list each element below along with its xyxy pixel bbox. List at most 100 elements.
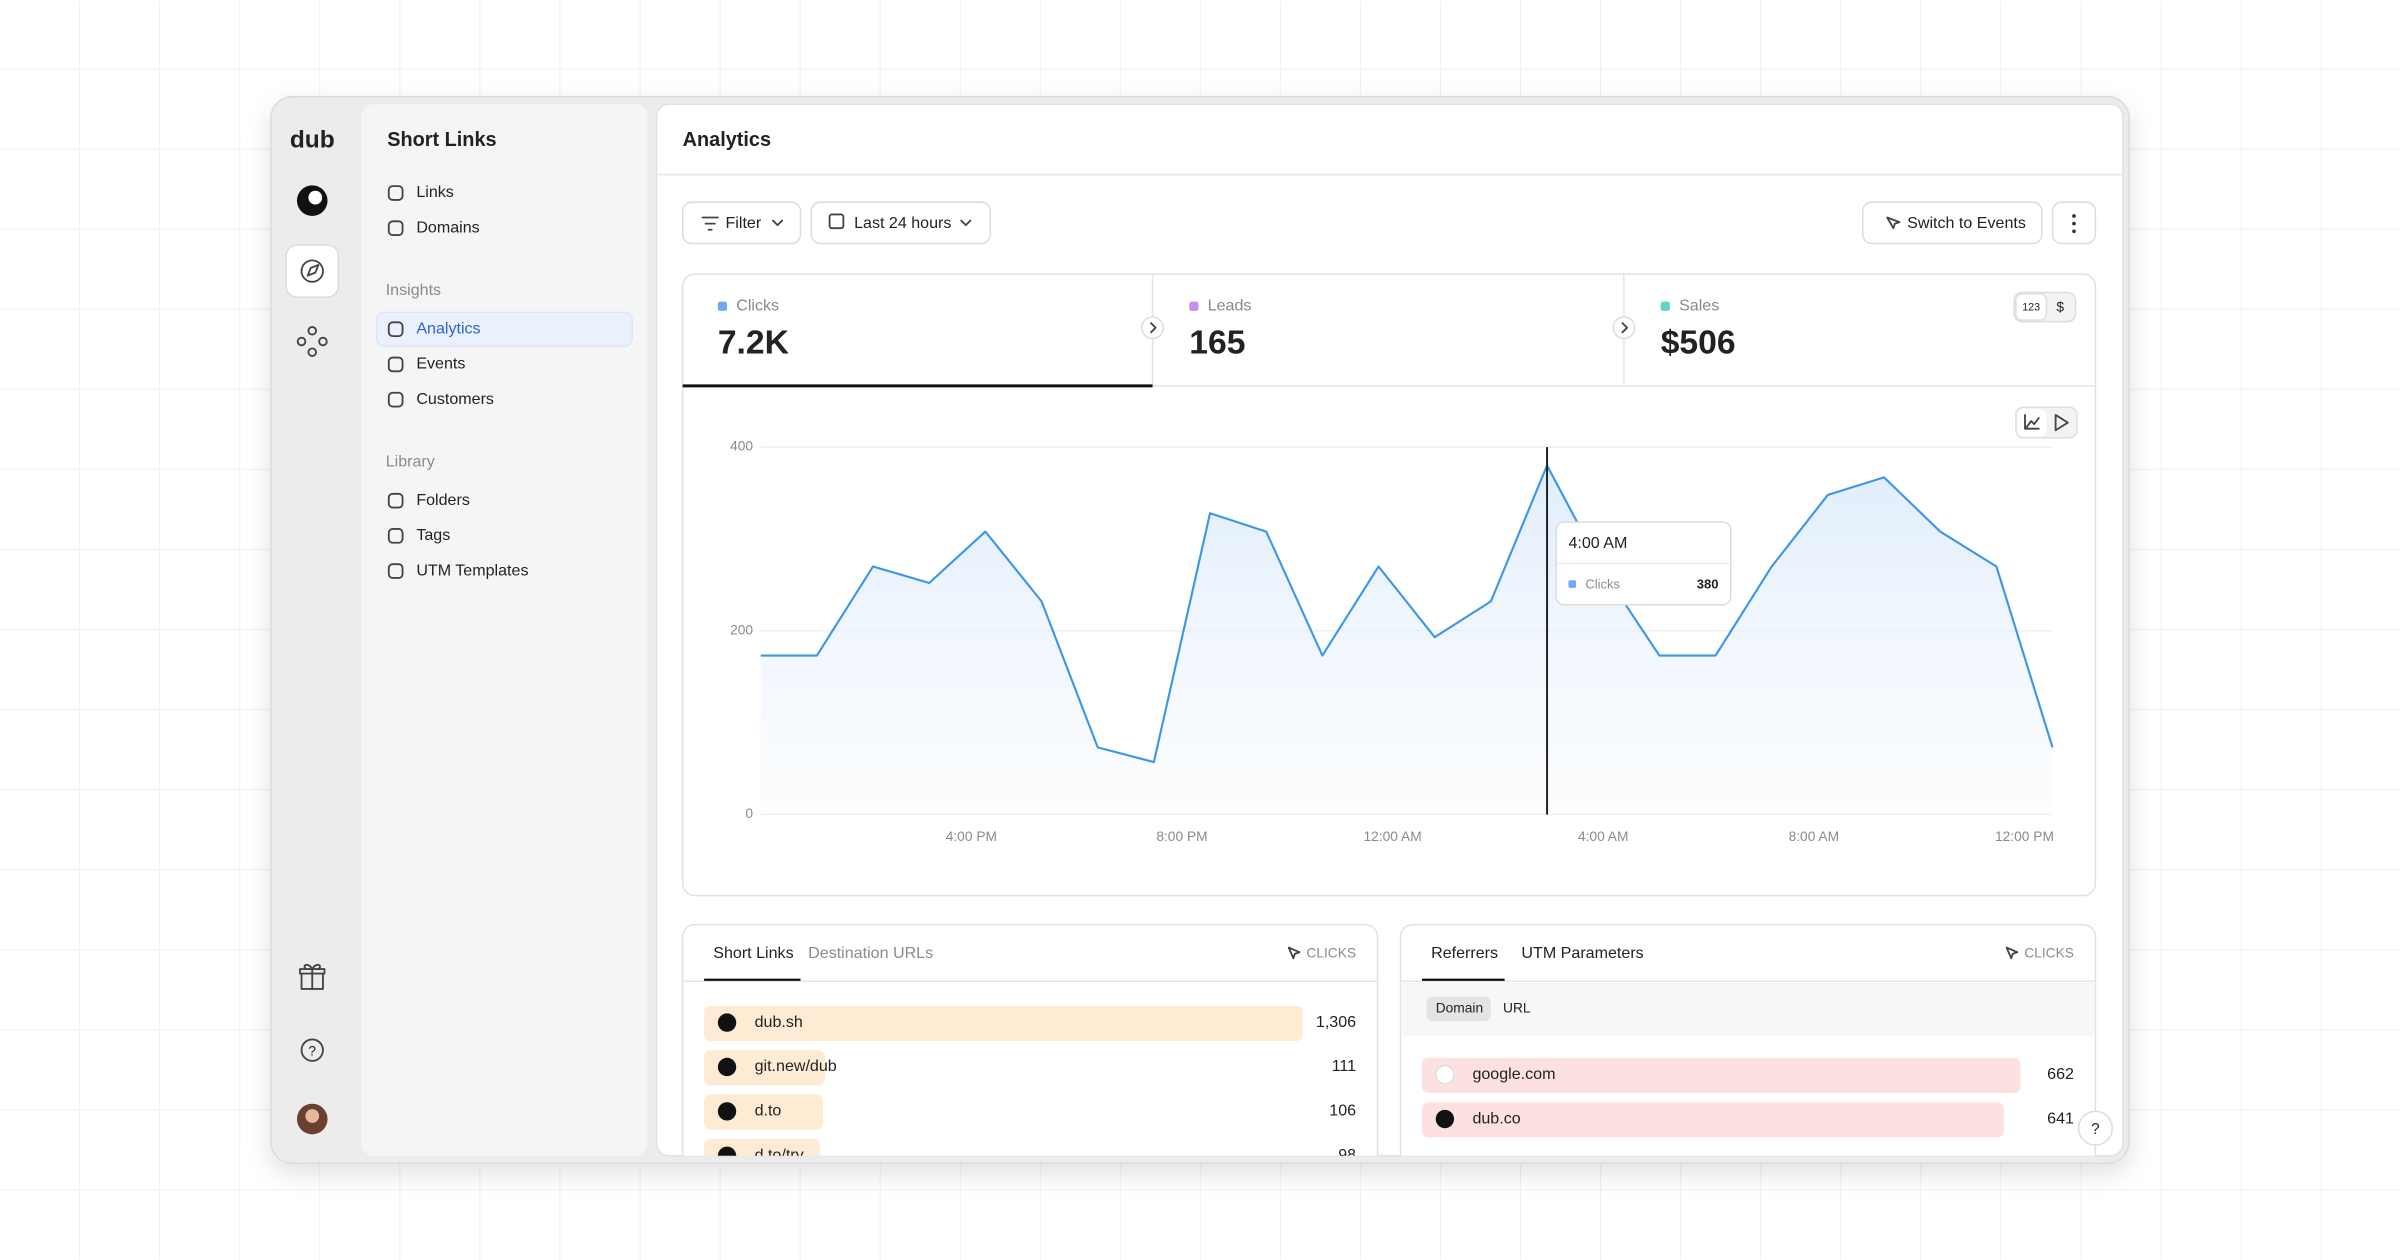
list-bar[interactable]	[704, 1050, 825, 1086]
tab[interactable]: Referrers	[1431, 944, 1498, 962]
sidebar-title: Short Links	[387, 129, 496, 151]
list-label[interactable]: d.to/try	[755, 1146, 804, 1164]
chevron	[772, 219, 784, 227]
y-tick-label: 400	[730, 439, 753, 454]
metric-tab: CLICKS	[1306, 945, 1356, 960]
metric-value: $506	[1661, 324, 1736, 361]
area	[760, 465, 2053, 815]
x-tick-label: 12:00 AM	[1364, 829, 1422, 844]
nav-item[interactable]: Tags	[416, 526, 450, 544]
help-button-label: ?	[2091, 1121, 2100, 1138]
list-label[interactable]: d.to	[755, 1102, 782, 1120]
switch-label: Switch to Events	[1907, 214, 2026, 232]
partners-icon[interactable]	[296, 326, 328, 357]
list-label[interactable]: dub.co	[1472, 1109, 1520, 1127]
unit-option[interactable]: 123	[2022, 302, 2040, 314]
metric-label[interactable]: Leads	[1208, 297, 1252, 315]
avatar-face	[305, 1109, 320, 1123]
list-value: 641	[2047, 1109, 2074, 1127]
gift-icon[interactable]	[299, 963, 326, 990]
filter-icon	[701, 216, 719, 231]
tab[interactable]: Destination URLs	[808, 944, 933, 962]
calendar-icon	[828, 213, 845, 230]
help-icon-mark: ?	[308, 1043, 316, 1058]
range-label: Last 24 hours	[854, 214, 951, 232]
filter-button[interactable]	[681, 201, 802, 245]
nav-item[interactable]: Events	[416, 355, 465, 373]
rail-selected[interactable]	[285, 244, 340, 298]
line-chart-icon	[2024, 414, 2040, 430]
filter-label: Filter	[726, 214, 762, 232]
tooltip-title: 4:00 AM	[1568, 534, 1627, 552]
workspace-icon-inner	[308, 190, 323, 205]
metric-tab: CLICKS	[2024, 945, 2074, 960]
favicon	[717, 1013, 737, 1032]
list-label[interactable]: git.new/dub	[755, 1057, 837, 1075]
nav-item[interactable]: Customers	[416, 390, 494, 408]
list-value: 98	[1338, 1146, 1356, 1164]
nav-icon	[387, 528, 404, 544]
favicon	[717, 1057, 737, 1077]
tooltip-value: 380	[1697, 576, 1719, 591]
nav-icon	[387, 321, 404, 338]
compass-icon	[300, 259, 324, 283]
nav-item[interactable]: Folders	[416, 491, 470, 509]
y-tick-label: 0	[745, 806, 753, 821]
list-bar[interactable]	[704, 1005, 1303, 1041]
chevron	[960, 219, 972, 227]
x-tick-label: 8:00 AM	[1789, 829, 1840, 844]
switch-button[interactable]	[1861, 201, 2043, 245]
nav-icon	[387, 185, 404, 201]
metric-arrow[interactable]	[1141, 316, 1165, 340]
list-value: 111	[1332, 1057, 1356, 1075]
main-content: Analytics Filter Last 24 hours Switch to…	[656, 129, 2123, 1174]
cursor-icon	[1886, 216, 1901, 230]
metric-value: 165	[1189, 324, 1245, 361]
lists: Short Links Destination URLs CLICKS dub.sh 1…	[681, 923, 2097, 1174]
tab[interactable]: UTM Parameters	[1521, 944, 1643, 962]
nav-item[interactable]: Analytics	[416, 319, 480, 337]
nav-icon	[387, 356, 404, 373]
metric-label[interactable]: Sales	[1679, 297, 1719, 315]
x-tick-label: 4:00 PM	[946, 829, 997, 844]
metric-label[interactable]: Clicks	[736, 297, 779, 315]
nav-icon	[387, 391, 404, 408]
favicon	[1435, 1109, 1455, 1129]
list-bar[interactable]	[1421, 1057, 2021, 1094]
x-tick-label: 12:00 PM	[1995, 829, 2054, 844]
help-icon[interactable]	[300, 1038, 324, 1062]
nav-icon	[387, 563, 404, 579]
list-bar[interactable]	[704, 1094, 823, 1130]
nav-item[interactable]: UTM Templates	[416, 561, 528, 579]
nav-item[interactable]: Domains	[416, 218, 479, 236]
tab[interactable]: Short Links	[713, 944, 793, 962]
list-bar[interactable]	[1421, 1102, 2004, 1138]
y-tick-label: 200	[730, 622, 753, 637]
favicon	[717, 1102, 737, 1121]
tooltip-series: Clicks	[1585, 576, 1620, 591]
subtab[interactable]: URL	[1503, 1000, 1531, 1015]
favicon	[717, 1146, 737, 1156]
unit-option[interactable]: $	[2056, 299, 2064, 314]
x-tick-label: 4:00 AM	[1578, 829, 1629, 844]
list-value: 1,306	[1316, 1013, 1356, 1031]
list-label[interactable]: google.com	[1472, 1065, 1555, 1083]
sidebar	[361, 104, 648, 1156]
list-value: 106	[1329, 1102, 1356, 1120]
cursor-icon	[2005, 946, 2019, 960]
compass-needle	[306, 264, 320, 277]
line	[760, 464, 2054, 764]
nav-item[interactable]: Links	[416, 183, 454, 201]
list-label[interactable]: dub.sh	[755, 1013, 803, 1031]
help-button[interactable]	[2077, 1110, 2114, 1146]
list-bar[interactable]	[704, 1138, 820, 1174]
cursor-icon	[1287, 946, 1301, 960]
metric-arrow[interactable]	[1612, 316, 1636, 340]
unit-toggle-selected	[2015, 293, 2048, 321]
x-tick-label: 8:00 PM	[1156, 829, 1207, 844]
range-button[interactable]	[810, 201, 992, 245]
logo: dub	[290, 126, 335, 153]
sidebar-content: Short Links Links Domains Insights Analytic…	[375, 129, 633, 579]
subtab[interactable]: Domain	[1436, 1000, 1483, 1015]
